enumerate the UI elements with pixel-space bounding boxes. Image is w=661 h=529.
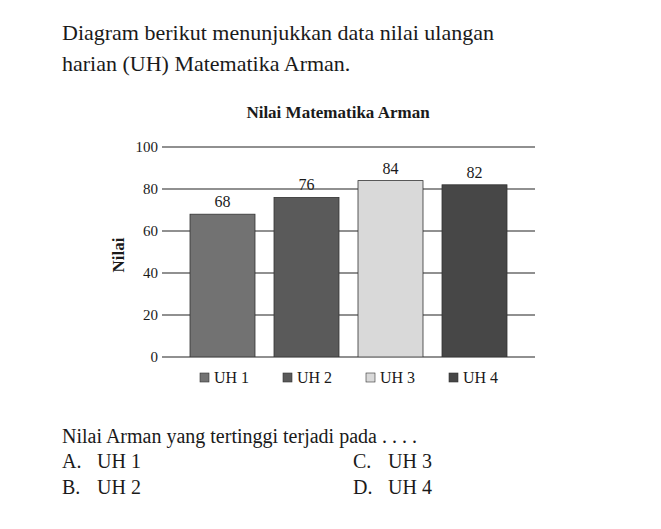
option-text: UH 2: [97, 476, 141, 498]
legend-label: UH 3: [380, 369, 415, 386]
question: Nilai Arman yang tertinggi terjadi pada …: [62, 425, 417, 448]
y-tick-label: 20: [143, 307, 158, 323]
y-tick-label: 100: [136, 139, 159, 155]
option-letter: C.: [353, 450, 371, 472]
legend-swatch: [366, 373, 375, 382]
option-text: UH 1: [97, 450, 141, 472]
y-axis-label: Nilai: [109, 237, 128, 272]
bar: [358, 181, 423, 357]
bar: [442, 185, 507, 357]
intro-line: Diagram berikut menunjukkan data nilai u…: [62, 20, 494, 45]
data-label: 82: [467, 164, 483, 181]
intro-line: harian (UH) Matematika Arman.: [62, 51, 350, 76]
data-label: 84: [383, 160, 399, 177]
y-tick-label: 80: [143, 181, 158, 197]
legend-swatch: [449, 373, 458, 382]
bars: [190, 181, 507, 357]
data-label: 68: [215, 193, 231, 210]
option-letter: B.: [62, 476, 80, 498]
y-tick-label: 60: [143, 223, 158, 239]
legend-label: UH 2: [297, 369, 332, 386]
bar: [190, 214, 255, 357]
option-text: UH 3: [388, 450, 432, 472]
data-label: 76: [299, 176, 315, 193]
legend: UH 1 UH 2 UH 3 UH 4: [200, 369, 498, 386]
legend-swatch: [200, 373, 209, 382]
chart-title: Nilai Matematika Arman: [246, 103, 430, 122]
option-letter: A.: [62, 450, 81, 472]
legend-label: UH 4: [463, 369, 498, 386]
y-tick-label: 40: [143, 265, 158, 281]
legend-label: UH 1: [214, 369, 249, 386]
bar: [274, 197, 339, 357]
y-tick-label: 0: [151, 349, 159, 365]
page: Diagram berikut menunjukkan data nilai u…: [0, 0, 661, 529]
option-letter: D.: [353, 476, 372, 498]
option-text: UH 4: [388, 476, 432, 498]
legend-swatch: [283, 373, 292, 382]
grid-line: [162, 146, 535, 147]
